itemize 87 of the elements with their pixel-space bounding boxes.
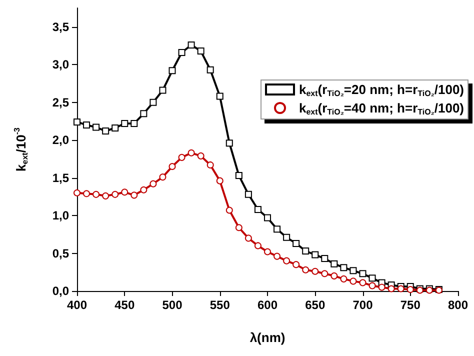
point — [254, 242, 262, 250]
point — [264, 248, 271, 256]
y-tick-label: 1,0 — [52, 208, 70, 223]
point — [159, 86, 166, 94]
point — [74, 189, 80, 196]
point — [121, 120, 128, 127]
point — [121, 188, 128, 196]
x-tick-label: 650 — [305, 298, 326, 312]
x-tick-label: 450 — [114, 298, 135, 312]
x-tick-label: 600 — [257, 298, 278, 312]
point — [378, 284, 386, 291]
point — [321, 270, 328, 278]
point — [388, 285, 395, 292]
point — [226, 140, 233, 147]
x-tick-label: 800 — [448, 298, 468, 312]
point — [340, 264, 348, 272]
y-tick-label: 1,5 — [52, 170, 70, 185]
point — [112, 124, 119, 132]
x-tick-label: 750 — [400, 298, 421, 312]
point — [350, 278, 357, 285]
point — [178, 49, 186, 56]
point — [359, 279, 366, 286]
point — [292, 240, 300, 247]
y-tick-label: 3,0 — [52, 58, 70, 72]
point — [302, 266, 310, 274]
point — [112, 190, 119, 198]
y-tick-label: 2,0 — [52, 133, 70, 148]
y-axis-title: kext/10-3 — [12, 126, 30, 172]
point — [130, 192, 138, 199]
point — [102, 128, 110, 135]
point — [92, 124, 100, 131]
point — [340, 275, 348, 282]
point — [292, 261, 300, 268]
point — [197, 48, 204, 55]
point — [150, 180, 157, 188]
point — [302, 248, 310, 255]
point — [159, 174, 166, 181]
point — [206, 161, 214, 168]
y-tick-label: 0,5 — [52, 246, 70, 260]
point — [150, 98, 157, 106]
point — [312, 251, 319, 258]
y-tick-label: 3,5 — [52, 20, 70, 34]
point — [188, 41, 195, 48]
point — [235, 172, 242, 180]
point — [197, 152, 204, 160]
point — [406, 286, 414, 293]
point — [368, 274, 376, 282]
point — [283, 234, 290, 241]
point — [216, 177, 224, 184]
point — [321, 255, 328, 262]
point — [330, 260, 338, 268]
point — [397, 285, 404, 292]
point — [244, 234, 252, 242]
point — [188, 149, 195, 156]
point — [359, 270, 366, 278]
point — [368, 282, 376, 290]
point — [254, 206, 262, 213]
point — [83, 190, 90, 198]
point — [206, 66, 214, 74]
y-tick-label: 0,0 — [52, 284, 70, 298]
point — [102, 192, 110, 200]
point — [264, 214, 271, 222]
point — [168, 162, 176, 170]
point — [226, 206, 233, 214]
point — [350, 267, 357, 274]
point — [74, 118, 80, 126]
point — [244, 190, 252, 198]
point — [283, 257, 290, 264]
point — [216, 92, 224, 100]
x-axis-title: λ(nm) — [250, 330, 286, 345]
point — [312, 268, 319, 275]
point — [235, 224, 242, 232]
point — [140, 110, 148, 118]
point — [168, 67, 176, 74]
point — [140, 186, 148, 194]
point — [83, 121, 90, 128]
point — [178, 154, 186, 161]
point — [274, 226, 281, 233]
point — [274, 252, 281, 260]
x-tick-label: 500 — [162, 298, 183, 312]
x-tick-label: 700 — [352, 298, 374, 312]
point — [330, 272, 338, 280]
point — [92, 190, 100, 198]
y-tick-label: 2,5 — [52, 95, 70, 110]
x-tick-label: 400 — [66, 298, 88, 312]
point — [130, 120, 138, 127]
x-tick-label: 550 — [210, 298, 230, 312]
